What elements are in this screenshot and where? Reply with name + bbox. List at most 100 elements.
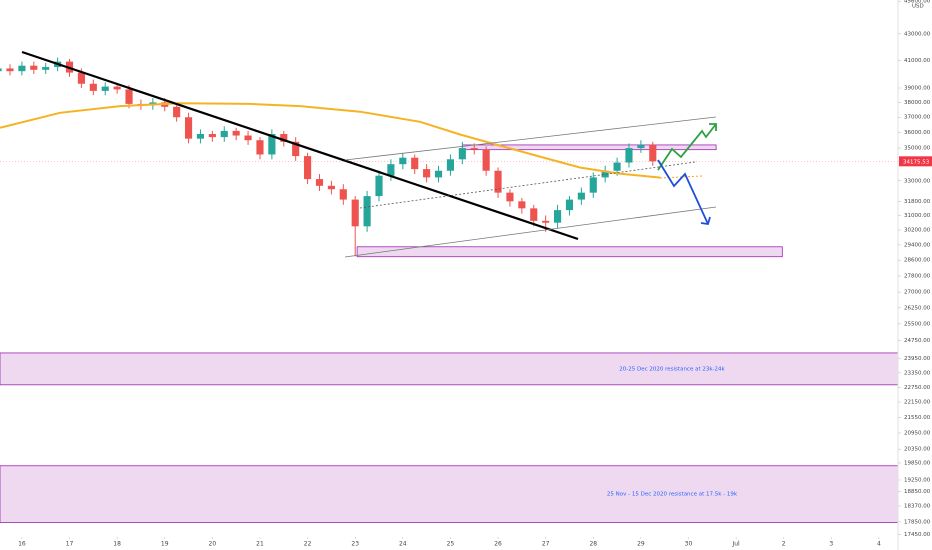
candle-body — [446, 159, 454, 171]
y-tick-label: 25500.00 — [904, 321, 931, 327]
candle-body — [42, 67, 50, 70]
x-tick-label: 23 — [351, 541, 359, 548]
y-tick-label: 30200.00 — [904, 227, 931, 233]
candle-body — [470, 148, 478, 150]
candle-body — [506, 192, 514, 202]
candle-body — [542, 220, 550, 223]
candle-body — [577, 192, 585, 200]
candle-body — [315, 179, 324, 186]
y-tick-label: 18850.00 — [904, 489, 931, 495]
candle-body — [458, 148, 466, 160]
candle-body — [351, 199, 359, 227]
candle-body — [553, 210, 562, 223]
y-tick-label: 38000.00 — [904, 100, 931, 106]
x-tick-label: 20 — [209, 541, 217, 548]
zone — [0, 465, 899, 523]
candle-body — [256, 140, 264, 155]
candle-body — [208, 133, 216, 138]
candle-body — [589, 177, 597, 193]
x-tick-label: 28 — [589, 541, 597, 548]
candle-body — [613, 162, 621, 171]
candle-body — [6, 68, 14, 72]
y-tick-label: 35000.00 — [904, 146, 931, 152]
y-tick-label: 23950.00 — [904, 356, 931, 362]
y-tick-label: 23350.00 — [904, 370, 931, 376]
candle-body — [0, 68, 2, 72]
bull-arrow — [657, 123, 717, 171]
y-tick-label: 45600.00 — [904, 0, 931, 5]
x-tick-label: 17 — [66, 541, 74, 548]
candle-body — [399, 157, 407, 165]
y-tick-label: 29400.00 — [904, 242, 931, 248]
candle-body — [220, 130, 228, 138]
candle-body — [339, 189, 347, 200]
candle-body — [77, 72, 85, 84]
zone-label: 20-25 Dec 2020 resistance at 23k-24k — [619, 366, 725, 372]
candle-body — [434, 170, 443, 178]
zone-label: 25 Nov - 15 Dec 2020 resistance at 17.5k… — [607, 492, 738, 498]
candle-body — [232, 130, 240, 136]
x-tick-label: 4 — [877, 541, 881, 548]
candle-body — [625, 148, 633, 163]
candle-body — [89, 83, 97, 91]
candle-body — [173, 106, 181, 118]
candle-body — [244, 135, 252, 141]
candle-body — [387, 164, 395, 176]
x-tick-label: 27 — [542, 541, 550, 548]
candle-body — [292, 141, 300, 157]
zone — [0, 352, 899, 386]
x-tick-label: 18 — [113, 541, 121, 548]
candle-body — [327, 185, 335, 190]
x-tick-label: Jul — [731, 541, 740, 548]
y-tick-label: 22150.00 — [904, 400, 931, 406]
last-price-label: 34175.53 — [903, 159, 930, 165]
x-tick-label: 22 — [304, 541, 312, 548]
y-tick-label: 37000.00 — [904, 115, 931, 121]
y-tick-label: 31000.00 — [904, 213, 931, 219]
x-tick-label: 30 — [685, 541, 693, 548]
candle-body — [482, 149, 490, 171]
y-tick-label: 19850.00 — [904, 460, 931, 466]
y-tick-label: 19250.00 — [904, 477, 931, 483]
candle-body — [649, 144, 657, 162]
x-tick-label: 21 — [256, 541, 264, 548]
x-tick-label: 25 — [447, 541, 455, 548]
candle-body — [196, 133, 205, 139]
channel-lower — [344, 206, 717, 258]
y-tick-label: 20950.00 — [904, 431, 931, 437]
x-tick-label: 3 — [829, 541, 833, 548]
channel-mid — [359, 161, 696, 209]
y-tick-label: 41000.00 — [904, 58, 931, 64]
moving-average — [0, 102, 661, 179]
candle-body — [30, 65, 38, 70]
candle-body — [601, 170, 609, 178]
y-tick-label: 33000.00 — [904, 178, 931, 184]
candle-body — [565, 199, 574, 211]
bull-arrow-head — [709, 123, 717, 131]
bear-arrow — [657, 159, 709, 225]
ma-projection — [659, 175, 703, 179]
candle-body — [280, 133, 288, 142]
candle-body — [363, 196, 371, 227]
y-tick-label: 39000.00 — [904, 86, 931, 92]
candle-body — [494, 170, 502, 193]
y-tick-label: 20350.00 — [904, 447, 931, 453]
zone — [356, 246, 783, 258]
y-tick-label: 21550.00 — [904, 415, 931, 421]
x-tick-label: 26 — [494, 541, 502, 548]
y-tick-label: 31800.00 — [904, 199, 931, 205]
candle-body — [518, 201, 526, 209]
y-tick-label: 26250.00 — [904, 305, 931, 311]
x-tick-label: 19 — [161, 541, 169, 548]
candle-body — [113, 86, 121, 90]
y-tick-label: 18370.00 — [904, 503, 931, 509]
candle-body — [530, 208, 538, 221]
y-tick-label: 28600.00 — [904, 258, 931, 264]
x-tick-label: 2 — [782, 541, 786, 548]
candle-body — [411, 157, 419, 170]
channel-upper — [344, 116, 717, 161]
candle-body — [268, 133, 276, 155]
candle-body — [423, 169, 431, 178]
